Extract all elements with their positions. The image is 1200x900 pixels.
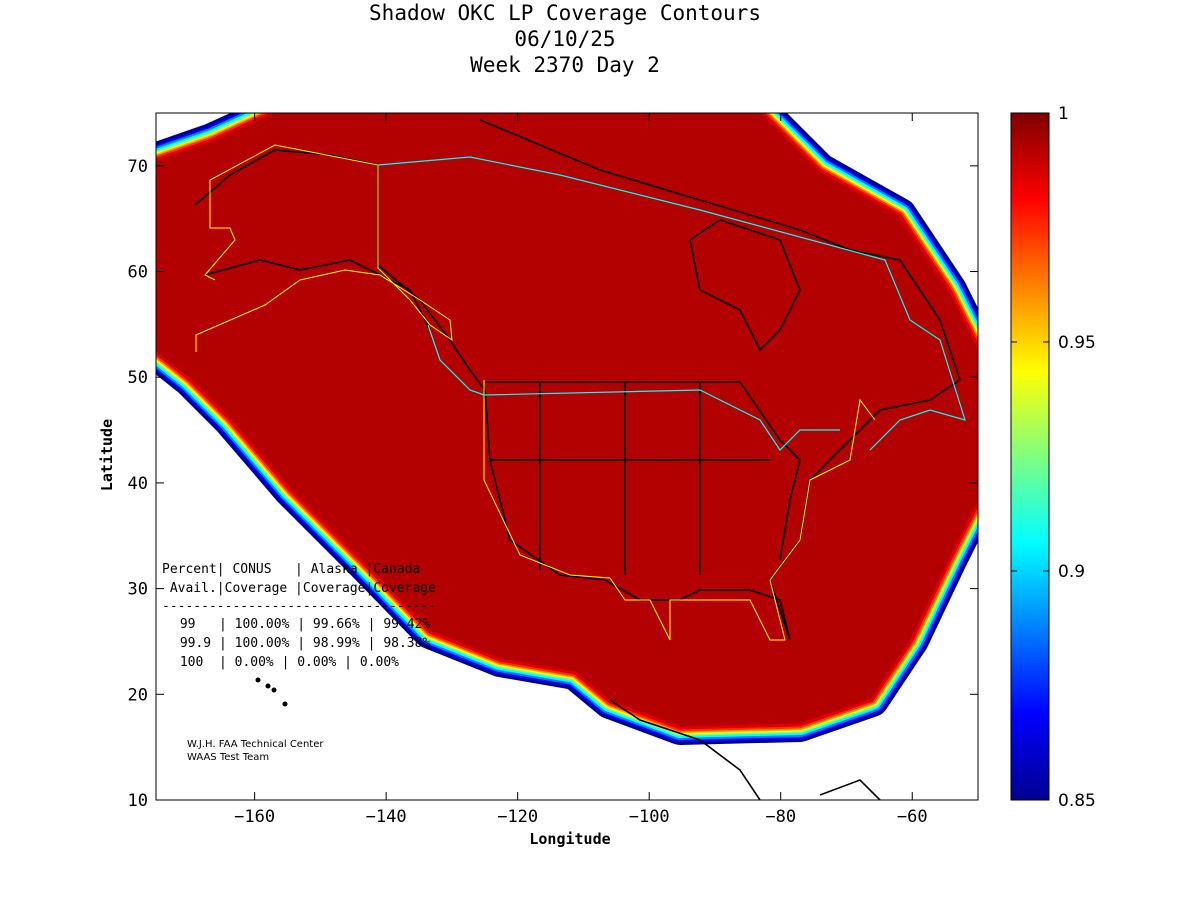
- colorbar: [1010, 112, 1050, 801]
- table-row: 99 | 100.00% | 99.66% | 99.42%: [172, 617, 430, 632]
- y-tick-label: 20: [128, 685, 148, 705]
- x-tick-label: −120: [497, 807, 538, 827]
- table-row: 100 | 0.00% | 0.00% | 0.00%: [172, 655, 399, 670]
- y-tick-label: 70: [128, 157, 148, 177]
- coverage-contours: [156, 113, 978, 745]
- axes-frame: [155, 112, 979, 801]
- canada-boundary: [377, 156, 966, 451]
- x-axis: −160 −140 −120 −100 −80 −60: [234, 113, 928, 827]
- colorbar-tick-label: 0.85: [1058, 791, 1096, 811]
- y-tick-label: 60: [128, 263, 148, 283]
- chart-date: 06/10/25: [514, 27, 615, 51]
- coverage-table: Percent| CONUS | Alaska |Canada Avail.|C…: [162, 562, 436, 670]
- y-tick-label: 30: [128, 580, 148, 600]
- y-axis: 10 20 30 40 50 60 70: [128, 157, 978, 811]
- x-axis-label: Longitude: [529, 830, 610, 848]
- table-separator: -----------------------------------: [162, 599, 436, 614]
- y-tick-label: 10: [128, 791, 148, 811]
- coastline: [609, 699, 761, 800]
- x-tick-label: −80: [765, 807, 796, 827]
- hawaii-island: [255, 677, 261, 683]
- x-tick-label: −140: [366, 807, 407, 827]
- conus-boundary: [483, 380, 876, 641]
- credit-line-2: WAAS Test Team: [187, 752, 269, 763]
- hawaii-island: [271, 687, 277, 693]
- geographic-outlines: [194, 119, 966, 800]
- colorbar-tick-label: 0.95: [1058, 333, 1096, 353]
- hawaii-island: [265, 683, 271, 689]
- colorbar-tick-label: 1: [1058, 104, 1069, 124]
- table-header-1: Percent| CONUS | Alaska |Canada: [162, 562, 420, 577]
- canada-boundary: [427, 324, 840, 451]
- table-header-2: Avail.|Coverage |Coverage|Coverage: [162, 581, 436, 596]
- y-axis-label: Latitude: [98, 419, 116, 491]
- y-tick-label: 40: [128, 474, 148, 494]
- coastline: [819, 779, 881, 800]
- coastline: [486, 381, 801, 561]
- coverage-full-region: [156, 113, 978, 730]
- coastline: [689, 219, 801, 352]
- table-row: 99.9 | 100.00% | 98.99% | 98.38%: [172, 636, 430, 651]
- colorbar-ticks: 0.85 0.9 0.95 1: [1011, 104, 1096, 811]
- coastline: [204, 259, 431, 331]
- alaska-boundary: [195, 144, 453, 352]
- y-tick-label: 50: [128, 368, 148, 388]
- x-tick-label: −100: [629, 807, 670, 827]
- x-tick-label: −160: [234, 807, 275, 827]
- chart-week-day: Week 2370 Day 2: [470, 53, 660, 77]
- hawaii-island: [282, 701, 288, 707]
- colorbar-tick-label: 0.9: [1058, 562, 1085, 582]
- map-area: [156, 113, 978, 800]
- credit-line-1: W.J.H. FAA Technical Center: [187, 739, 324, 750]
- coastline: [194, 119, 961, 641]
- x-tick-label: −60: [897, 807, 928, 827]
- chart-title: Shadow OKC LP Coverage Contours: [369, 1, 761, 25]
